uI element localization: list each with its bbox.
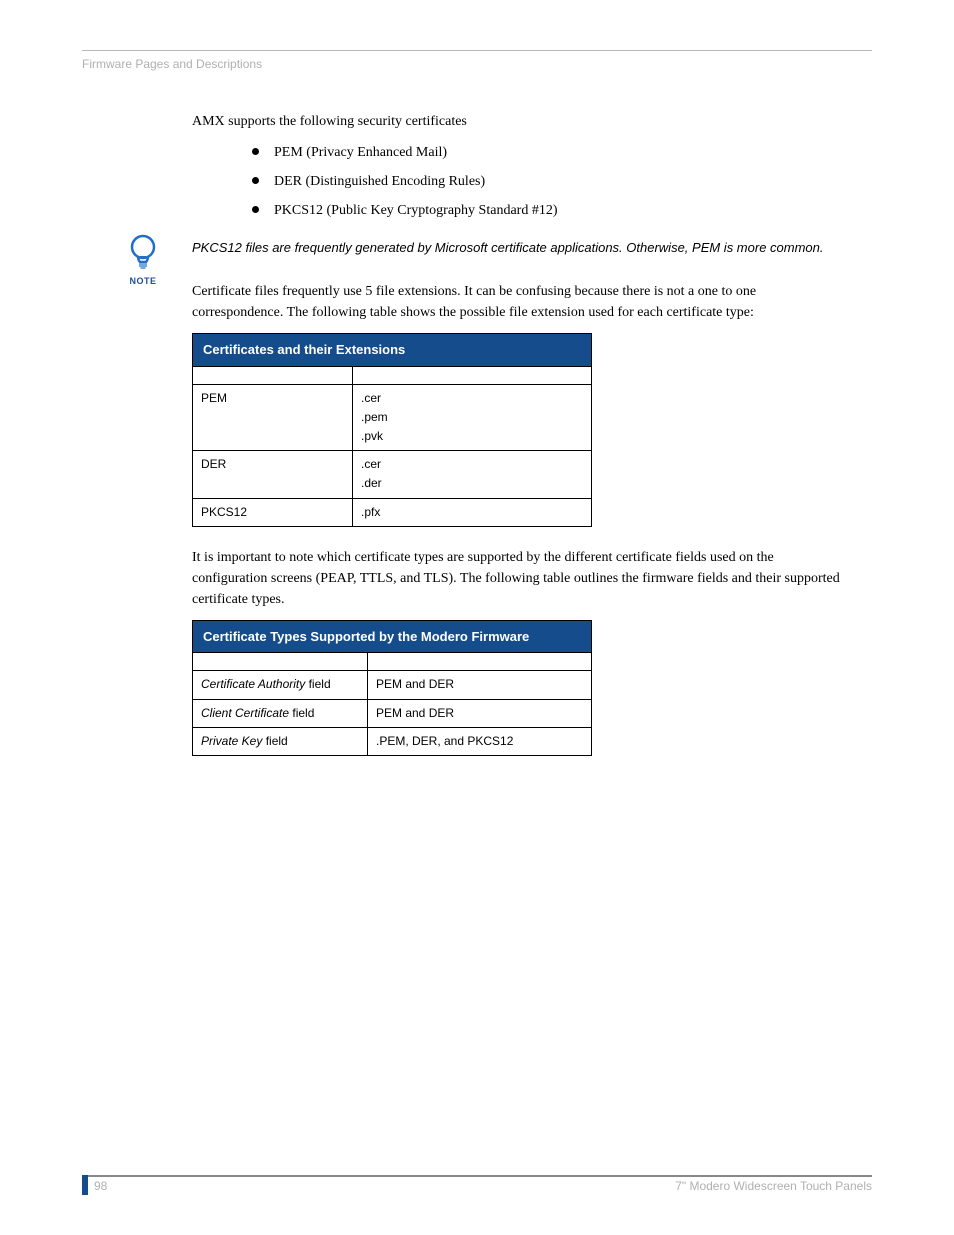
table1-r1c1: .cer.der	[353, 451, 592, 498]
table1-r0c1: .cer.pem.pvk	[353, 384, 592, 451]
table2-r1c1: PEM and DER	[368, 699, 592, 727]
table2-r1c0: Client Certificate field	[193, 699, 368, 727]
top-rule	[82, 50, 872, 51]
footer: 98 7" Modero Widescreen Touch Panels	[82, 1175, 872, 1195]
page: Firmware Pages and Descriptions AMX supp…	[0, 0, 954, 1235]
table2-title: Certificate Types Supported by the Moder…	[193, 620, 592, 653]
note-callout: NOTE PKCS12 files are frequently generat…	[192, 239, 842, 257]
table1-r2c1: .pfx	[353, 498, 592, 526]
table-supported-types: Certificate Types Supported by the Moder…	[192, 620, 592, 756]
table-certificates-extensions: Certificates and their Extensions PEM .c…	[192, 333, 592, 527]
note-icon: NOTE	[120, 233, 166, 289]
para-supported-types: It is important to note which certificat…	[192, 547, 842, 610]
page-number: 98	[88, 1175, 113, 1195]
note-label: NOTE	[120, 275, 166, 289]
table2-r0c1: PEM and DER	[368, 671, 592, 699]
intro-para: AMX supports the following security cert…	[192, 111, 842, 132]
content-block: AMX supports the following security cert…	[192, 111, 842, 756]
table2-r0c0: Certificate Authority field	[193, 671, 368, 699]
bullet-pkcs12: PKCS12 (Public Key Cryptography Standard…	[252, 200, 842, 221]
table1-r2c0: PKCS12	[193, 498, 353, 526]
table1-title: Certificates and their Extensions	[193, 334, 592, 367]
table2-r2c1: .PEM, DER, and PKCS12	[368, 727, 592, 755]
para-extensions: Certificate files frequently use 5 file …	[192, 281, 842, 323]
footer-title: 7" Modero Widescreen Touch Panels	[675, 1175, 872, 1195]
note-text: PKCS12 files are frequently generated by…	[192, 239, 842, 257]
bullet-der: DER (Distinguished Encoding Rules)	[252, 171, 842, 192]
certificate-bullets: PEM (Privacy Enhanced Mail) DER (Disting…	[192, 142, 842, 221]
table2-r2c0: Private Key field	[193, 727, 368, 755]
running-header: Firmware Pages and Descriptions	[82, 57, 872, 71]
table1-r1c0: DER	[193, 451, 353, 498]
table1-r0c0: PEM	[193, 384, 353, 451]
bullet-pem: PEM (Privacy Enhanced Mail)	[252, 142, 842, 163]
